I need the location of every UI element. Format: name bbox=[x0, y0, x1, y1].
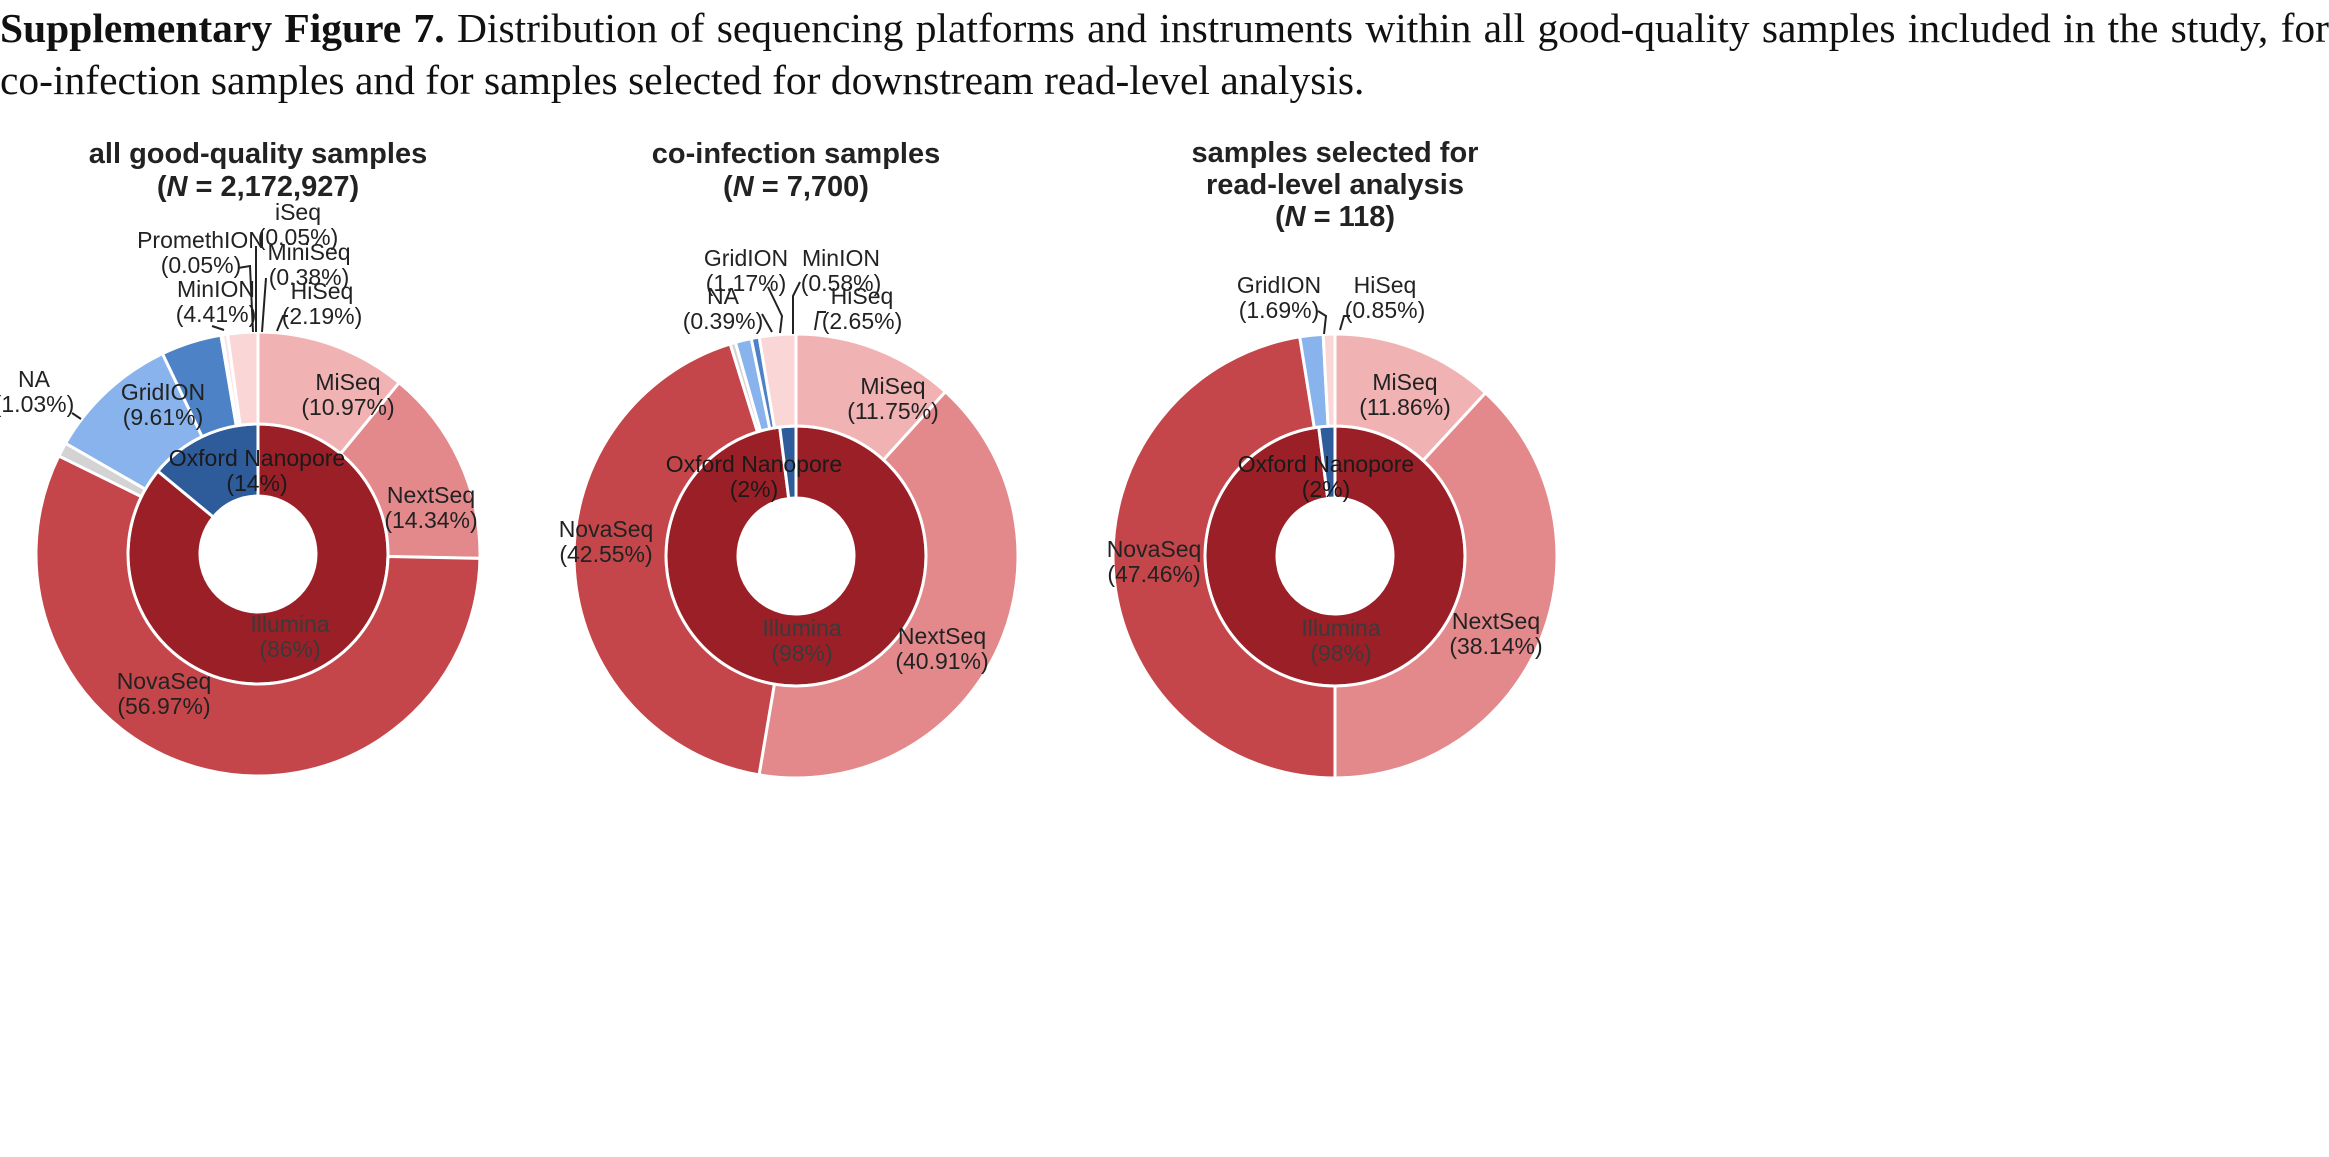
chart-n-label: (N = 2,172,927) bbox=[157, 171, 359, 203]
leader-line-minion bbox=[211, 325, 225, 331]
outer-label-novaseq: NovaSeq (56.97%) bbox=[117, 668, 212, 719]
chart-n-label: (N = 118) bbox=[1275, 201, 1395, 233]
outer-label-na: NA (0.39%) bbox=[683, 283, 764, 334]
outer-label-na: NA (1.03%) bbox=[0, 366, 74, 417]
outer-slice-hiseq bbox=[1321, 332, 1337, 428]
chart-n-label: (N = 7,700) bbox=[723, 171, 869, 203]
inner-label-oxford-nanopore: Oxford Nanopore (2%) bbox=[666, 451, 842, 502]
outer-label-iseq: iSeq (0.05%) bbox=[258, 199, 339, 250]
chart-title: all good-quality samples bbox=[89, 138, 427, 170]
inner-label-oxford-nanopore: Oxford Nanopore (14%) bbox=[169, 445, 345, 496]
outer-slice-novaseq bbox=[572, 342, 777, 777]
inner-label-illumina: Illumina (98%) bbox=[762, 615, 841, 666]
inner-label-illumina: Illumina (98%) bbox=[1301, 615, 1380, 666]
donut-chart-2: co-infection samples(N = 7,700) Illumina(… bbox=[559, 138, 1020, 780]
inner-label-oxford-nanopore: Oxford Nanopore (2%) bbox=[1238, 451, 1414, 502]
outer-label-hiseq: HiSeq (2.19%) bbox=[282, 278, 363, 329]
outer-label-miseq: MiSeq (11.75%) bbox=[847, 373, 939, 424]
outer-label-miseq: MiSeq (11.86%) bbox=[1359, 369, 1451, 420]
outer-label-nextseq: NextSeq (40.91%) bbox=[895, 623, 988, 674]
leader-line-promethion bbox=[237, 264, 254, 333]
leader-line-na bbox=[71, 412, 82, 420]
inner-label-illumina: Illumina (86%) bbox=[250, 611, 329, 662]
outer-slice-nextseq bbox=[757, 389, 1020, 780]
leader-line-hiseq bbox=[276, 315, 288, 332]
caption-label: Supplementary Figure 7. bbox=[0, 5, 445, 51]
outer-label-minion: MinION (4.41%) bbox=[176, 276, 257, 327]
outer-label-miniseq: MiniSeq (0.38%) bbox=[267, 239, 350, 290]
outer-label-gridion: GridION (9.61%) bbox=[121, 379, 205, 430]
outer-label-miseq: MiSeq (10.97%) bbox=[301, 369, 394, 420]
leader-line-gridion bbox=[767, 286, 784, 334]
outer-slice-hiseq bbox=[225, 330, 260, 427]
chart-title: samples selected for bbox=[1192, 137, 1479, 169]
figure-caption: Supplementary Figure 7. Distribution of … bbox=[0, 2, 2329, 106]
chart-title: co-infection samples bbox=[652, 138, 940, 170]
leader-line-minion bbox=[792, 281, 801, 334]
outer-label-novaseq: NovaSeq (42.55%) bbox=[559, 516, 654, 567]
outer-label-nextseq: NextSeq (14.34%) bbox=[384, 482, 477, 533]
leader-line-miniseq bbox=[261, 277, 267, 333]
leader-line-hiseq bbox=[814, 311, 826, 331]
outer-label-gridion: GridION (1.69%) bbox=[1237, 272, 1321, 323]
outer-label-promethion: PromethION (0.05%) bbox=[137, 227, 265, 278]
outer-slice-novaseq bbox=[34, 453, 482, 778]
outer-slice-nextseq bbox=[1333, 390, 1559, 780]
outer-label-hiseq: HiSeq (2.65%) bbox=[822, 283, 903, 334]
leader-line-na bbox=[761, 313, 773, 333]
outer-label-minion: MinION (0.58%) bbox=[801, 245, 882, 296]
outer-label-nextseq: NextSeq (38.14%) bbox=[1449, 608, 1542, 659]
outer-label-novaseq: NovaSeq (47.46%) bbox=[1107, 536, 1202, 587]
leader-line-gridion bbox=[1317, 310, 1328, 335]
caption-text: Distribution of sequencing platforms and… bbox=[0, 5, 2329, 103]
donut-chart-1: all good-quality samples(N = 2,172,927) I… bbox=[0, 138, 482, 778]
outer-slice-hiseq bbox=[757, 332, 798, 430]
outer-label-hiseq: HiSeq (0.85%) bbox=[1345, 272, 1426, 323]
leader-line-hiseq bbox=[1339, 315, 1350, 331]
outer-slice-novaseq bbox=[1111, 335, 1337, 780]
chart-title: read-level analysis bbox=[1206, 169, 1464, 201]
outer-label-gridion: GridION (1.17%) bbox=[704, 245, 788, 296]
